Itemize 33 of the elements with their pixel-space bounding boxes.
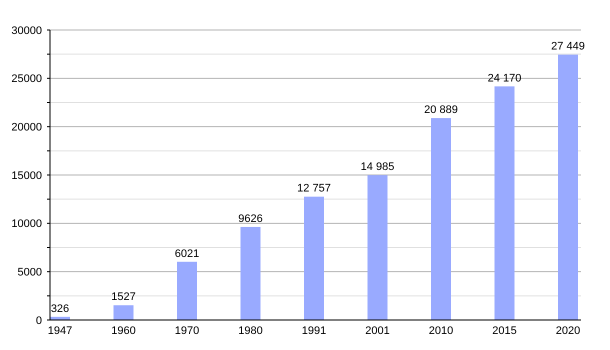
- data-label: 1527: [111, 291, 136, 304]
- y-tick-label: 25000: [11, 73, 42, 86]
- data-label: 326: [50, 302, 70, 315]
- data-label: 12 757: [297, 182, 331, 195]
- data-label: 9626: [238, 212, 263, 225]
- y-tick-label: 0: [36, 314, 42, 327]
- x-tick-label: 2020: [556, 325, 580, 337]
- y-tick-label: 30000: [11, 24, 42, 37]
- y-tick-label: 5000: [18, 266, 42, 279]
- y-tick-label: 20000: [11, 122, 42, 134]
- y-tick-label: 10000: [11, 218, 42, 230]
- bar: [558, 54, 578, 320]
- data-label: 24 170: [488, 72, 522, 84]
- data-label: 27 449: [551, 40, 585, 53]
- x-tick-label: 1991: [302, 325, 326, 337]
- bar: [304, 196, 324, 320]
- x-tick-label: 2015: [492, 325, 517, 337]
- x-tick-label: 2001: [365, 325, 390, 337]
- x-tick-label: 1947: [48, 325, 72, 337]
- x-tick-label: 1960: [111, 325, 136, 337]
- bar: [177, 262, 197, 320]
- bar: [494, 86, 514, 320]
- x-tick-label: 1980: [238, 325, 263, 337]
- data-label: 20 889: [424, 104, 458, 116]
- bar: [114, 305, 134, 320]
- y-tick-label: 15000: [11, 170, 42, 182]
- bar: [240, 226, 260, 320]
- x-tick-label: 2010: [428, 325, 454, 337]
- data-label: 14 985: [360, 161, 394, 174]
- bar: [368, 175, 388, 320]
- x-tick-label: 1970: [174, 325, 200, 337]
- data-label: 6021: [174, 248, 200, 260]
- bar: [431, 118, 451, 320]
